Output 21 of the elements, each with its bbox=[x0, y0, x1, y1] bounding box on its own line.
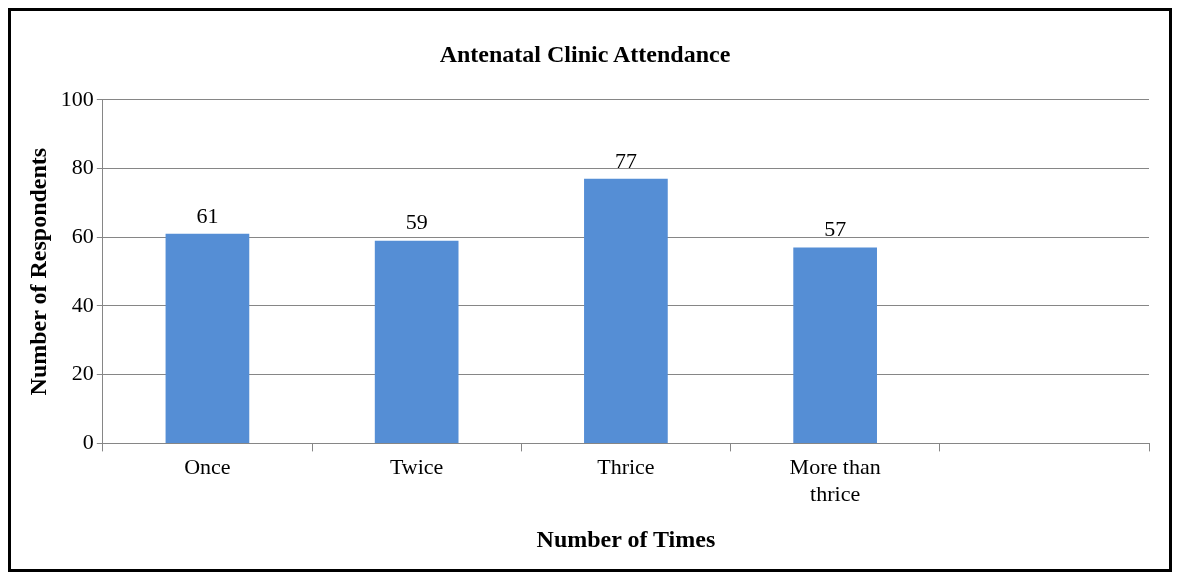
data-label: 77 bbox=[614, 147, 637, 173]
x-tick-label: More than thrice bbox=[789, 454, 881, 506]
y-axis-title: Number of Respondents bbox=[24, 147, 51, 396]
bar bbox=[165, 233, 250, 443]
x-tick-label: Twice bbox=[389, 454, 444, 480]
x-tick-label: Thrice bbox=[597, 454, 655, 480]
data-label: 61 bbox=[196, 202, 219, 228]
bar bbox=[374, 240, 459, 443]
bar bbox=[793, 247, 877, 443]
bar bbox=[584, 178, 668, 443]
y-tick-label: 80 bbox=[71, 154, 94, 180]
data-label: 59 bbox=[405, 209, 428, 235]
x-axis-title: Number of Times bbox=[536, 525, 716, 552]
x-tick-label: Once bbox=[184, 454, 231, 480]
y-tick-label: 20 bbox=[71, 360, 94, 386]
y-tick-label: 60 bbox=[71, 223, 94, 249]
y-tick-label: 0 bbox=[82, 429, 94, 455]
chart-title: Antenatal Clinic Attendance bbox=[439, 40, 731, 67]
data-label: 57 bbox=[824, 216, 847, 242]
y-tick-label: 40 bbox=[71, 291, 94, 317]
y-tick-label: 100 bbox=[60, 85, 94, 111]
